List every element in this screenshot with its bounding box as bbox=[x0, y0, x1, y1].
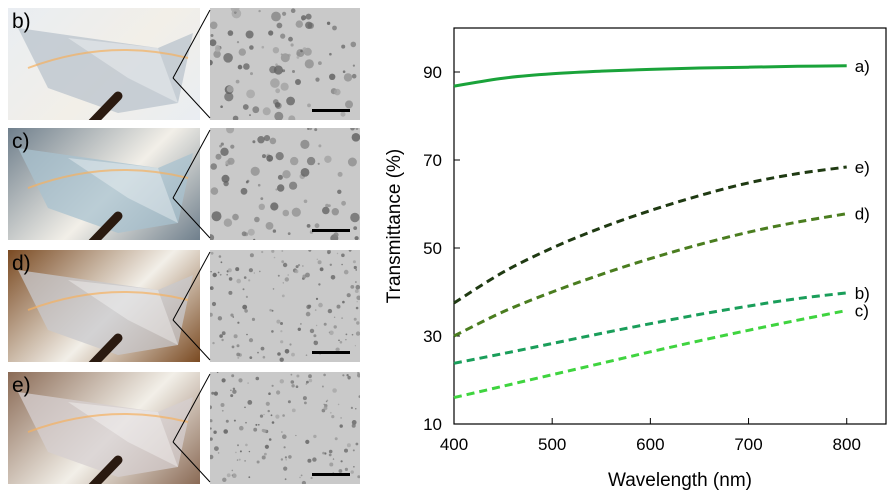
y-tick-label: 30 bbox=[423, 327, 442, 346]
x-tick-label: 500 bbox=[538, 435, 566, 454]
film-photo: c) bbox=[8, 128, 200, 240]
film-photo: e) bbox=[8, 372, 200, 484]
y-tick-label: 10 bbox=[423, 415, 442, 434]
micrograph bbox=[210, 372, 360, 484]
panel-row: c) bbox=[8, 128, 360, 240]
x-tick-label: 800 bbox=[833, 435, 861, 454]
plot-frame bbox=[453, 27, 887, 425]
series-line bbox=[453, 212, 847, 338]
y-axis-label: Transmittance (%) bbox=[384, 149, 405, 304]
micrograph bbox=[210, 250, 360, 362]
series-line bbox=[453, 64, 847, 88]
series-label: a) bbox=[855, 57, 870, 76]
scale-bar bbox=[312, 229, 350, 232]
series-label: e) bbox=[855, 158, 870, 177]
y-tick-label: 70 bbox=[423, 151, 442, 170]
x-tick-label: 600 bbox=[636, 435, 664, 454]
y-tick-label: 90 bbox=[423, 63, 442, 82]
scale-bar bbox=[312, 109, 350, 112]
panel-row: e) bbox=[8, 372, 360, 484]
series-label: b) bbox=[855, 284, 870, 303]
transmittance-chart: 10 30 50 70 90 400 500 600 700 800 Wavelength (nm)… bbox=[384, 27, 887, 491]
x-tick-label: 400 bbox=[440, 435, 468, 454]
film-photo: b) bbox=[8, 8, 200, 120]
scale-bar bbox=[312, 351, 350, 354]
series-line bbox=[453, 309, 847, 400]
series-line bbox=[453, 291, 847, 365]
series-label: d) bbox=[855, 205, 870, 224]
scale-bar bbox=[312, 473, 350, 476]
film-photo: d) bbox=[8, 250, 200, 362]
x-axis-label: Wavelength (nm) bbox=[608, 470, 752, 491]
micrograph bbox=[210, 128, 360, 240]
series-label: c) bbox=[855, 301, 869, 320]
panel-label: c) bbox=[12, 130, 30, 153]
panel-row: d) bbox=[8, 250, 360, 362]
y-tick-label: 50 bbox=[423, 239, 442, 258]
panel-label: b) bbox=[12, 10, 31, 33]
micrograph bbox=[210, 8, 360, 120]
panel-label: e) bbox=[12, 374, 31, 397]
panel-row: b) bbox=[8, 8, 360, 120]
panel-label: d) bbox=[12, 252, 31, 275]
x-tick-label: 700 bbox=[734, 435, 762, 454]
series-line bbox=[453, 165, 847, 305]
